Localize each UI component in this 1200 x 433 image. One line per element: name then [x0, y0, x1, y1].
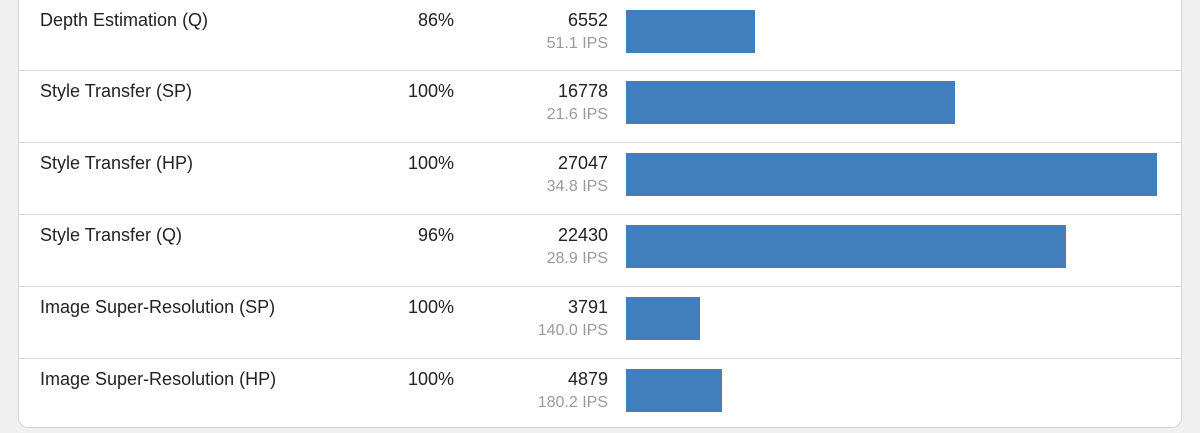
score-value: 22430 — [557, 225, 608, 245]
table-row: Style Transfer (SP) 100% 16778 21.6 IPS — [19, 71, 1181, 143]
accuracy-value: 86% — [417, 10, 454, 30]
score-bar — [626, 153, 1157, 196]
workload-name: Image Super-Resolution (HP) — [40, 369, 277, 389]
score-bar-track — [626, 369, 1157, 412]
results-card: Depth Estimation (Q) 86% 6552 51.1 IPS S… — [18, 0, 1182, 428]
ips-value: 140.0 IPS — [537, 322, 608, 339]
ips-value: 51.1 IPS — [546, 35, 608, 52]
score-bar — [626, 225, 1067, 268]
score-value: 3791 — [567, 297, 608, 317]
workload-name: Style Transfer (Q) — [40, 225, 183, 245]
workload-name: Image Super-Resolution (SP) — [40, 297, 276, 317]
score-bar — [626, 297, 701, 340]
score-bar-track — [626, 225, 1157, 268]
table-row: Depth Estimation (Q) 86% 6552 51.1 IPS — [19, 0, 1181, 71]
ips-value: 34.8 IPS — [546, 178, 608, 195]
score-bar — [626, 369, 722, 412]
score-value: 6552 — [567, 10, 608, 30]
table-row: Style Transfer (Q) 96% 22430 28.9 IPS — [19, 215, 1181, 287]
score-value: 4879 — [567, 369, 608, 389]
score-value: 16778 — [557, 81, 608, 101]
score-bar-track — [626, 81, 1157, 124]
accuracy-value: 100% — [407, 81, 454, 101]
workload-name: Style Transfer (HP) — [40, 153, 194, 173]
score-bar — [626, 10, 755, 53]
table-row: Image Super-Resolution (HP) 100% 4879 18… — [19, 359, 1181, 427]
ips-value: 21.6 IPS — [546, 106, 608, 123]
benchmark-results-table: Depth Estimation (Q) 86% 6552 51.1 IPS S… — [19, 0, 1181, 427]
score-bar — [626, 81, 956, 124]
accuracy-value: 100% — [407, 153, 454, 173]
ips-value: 180.2 IPS — [537, 394, 608, 411]
accuracy-value: 100% — [407, 369, 454, 389]
table-row: Image Super-Resolution (SP) 100% 3791 14… — [19, 287, 1181, 359]
workload-name: Depth Estimation (Q) — [40, 10, 209, 30]
accuracy-value: 96% — [417, 225, 454, 245]
table-row: Style Transfer (HP) 100% 27047 34.8 IPS — [19, 143, 1181, 215]
ips-value: 28.9 IPS — [546, 250, 608, 267]
score-bar-track — [626, 297, 1157, 340]
score-value: 27047 — [557, 153, 608, 173]
score-bar-track — [626, 10, 1157, 53]
workload-name: Style Transfer (SP) — [40, 81, 193, 101]
score-bar-track — [626, 153, 1157, 196]
accuracy-value: 100% — [407, 297, 454, 317]
